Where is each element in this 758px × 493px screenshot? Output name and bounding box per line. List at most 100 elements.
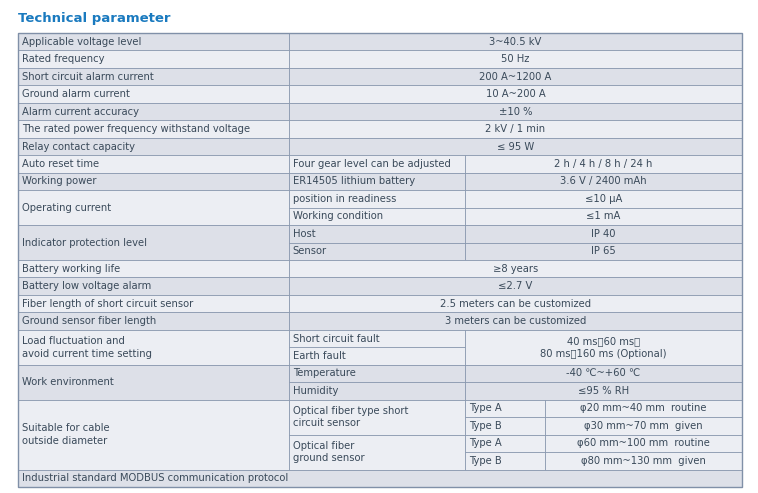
Bar (465, 417, 545, 435)
Text: IP 65: IP 65 (591, 246, 615, 256)
Text: ER14505 lithium battery: ER14505 lithium battery (293, 176, 415, 186)
Bar (18, 120, 289, 138)
Bar (18, 173, 289, 190)
Text: Auto reset time: Auto reset time (22, 159, 99, 169)
Text: The rated power frequency withstand voltage: The rated power frequency withstand volt… (22, 124, 250, 134)
Bar (465, 208, 742, 225)
Text: 50 Hz: 50 Hz (501, 54, 530, 64)
Bar (465, 382, 742, 400)
Text: IP 40: IP 40 (591, 229, 615, 239)
Bar (465, 225, 742, 243)
Text: -40 ℃~+60 ℃: -40 ℃~+60 ℃ (566, 368, 641, 379)
Bar (18, 190, 289, 225)
Bar (465, 330, 742, 365)
Text: Technical parameter: Technical parameter (18, 12, 171, 25)
Text: ±10 %: ±10 % (499, 106, 532, 116)
Text: Applicable voltage level: Applicable voltage level (22, 37, 142, 47)
Text: Working condition: Working condition (293, 211, 383, 221)
Bar (465, 173, 742, 190)
Text: Battery working life: Battery working life (22, 264, 121, 274)
Text: Working power: Working power (22, 176, 96, 186)
Bar (18, 155, 289, 173)
Text: Ground alarm current: Ground alarm current (22, 89, 130, 99)
Bar (289, 208, 465, 225)
Bar (289, 138, 742, 155)
Bar (545, 452, 742, 469)
Bar (289, 347, 465, 365)
Text: Humidity: Humidity (293, 386, 338, 396)
Text: Fiber length of short circuit sensor: Fiber length of short circuit sensor (22, 299, 193, 309)
Text: Rated frequency: Rated frequency (22, 54, 105, 64)
Bar (289, 190, 465, 208)
Bar (465, 243, 742, 260)
Bar (289, 260, 742, 278)
Bar (465, 365, 742, 382)
Text: position in readiness: position in readiness (293, 194, 396, 204)
Text: Optical fiber
ground sensor: Optical fiber ground sensor (293, 441, 365, 463)
Text: Type A: Type A (468, 403, 502, 414)
Bar (18, 330, 289, 365)
Bar (545, 435, 742, 452)
Text: Operating current: Operating current (22, 203, 111, 212)
Bar (465, 400, 545, 417)
Bar (18, 278, 289, 295)
Bar (545, 417, 742, 435)
Text: Relay contact capacity: Relay contact capacity (22, 141, 135, 151)
Bar (545, 400, 742, 417)
Bar (18, 85, 289, 103)
Bar (289, 365, 465, 382)
Bar (18, 68, 289, 85)
Bar (289, 313, 742, 330)
Text: Sensor: Sensor (293, 246, 327, 256)
Bar (289, 85, 742, 103)
Bar (465, 190, 742, 208)
Text: 10 A~200 A: 10 A~200 A (486, 89, 545, 99)
Text: Alarm current accuracy: Alarm current accuracy (22, 106, 139, 116)
Text: φ80 mm~130 mm  given: φ80 mm~130 mm given (581, 456, 706, 466)
Text: Temperature: Temperature (293, 368, 356, 379)
Text: 3 meters can be customized: 3 meters can be customized (445, 316, 586, 326)
Bar (289, 50, 742, 68)
Text: Ground sensor fiber length: Ground sensor fiber length (22, 316, 156, 326)
Bar (18, 33, 289, 50)
Bar (465, 435, 545, 452)
Text: Work environment: Work environment (22, 377, 114, 387)
Text: ≤ 95 W: ≤ 95 W (496, 141, 534, 151)
Text: Indicator protection level: Indicator protection level (22, 238, 147, 247)
Bar (289, 400, 465, 435)
Bar (289, 33, 742, 50)
Text: Type A: Type A (468, 438, 502, 448)
Bar (289, 68, 742, 85)
Bar (18, 313, 289, 330)
Bar (465, 155, 742, 173)
Bar (289, 382, 465, 400)
Text: φ20 mm~40 mm  routine: φ20 mm~40 mm routine (581, 403, 706, 414)
Bar (289, 103, 742, 120)
Text: φ30 mm~70 mm  given: φ30 mm~70 mm given (584, 421, 703, 431)
Bar (289, 330, 465, 347)
Bar (18, 469, 742, 487)
Text: Industrial standard MODBUS communication protocol: Industrial standard MODBUS communication… (22, 473, 288, 483)
Bar (18, 295, 289, 313)
Text: 200 A~1200 A: 200 A~1200 A (479, 71, 552, 82)
Bar (18, 400, 289, 469)
Text: Type B: Type B (468, 456, 502, 466)
Bar (18, 365, 289, 400)
Text: 3.6 V / 2400 mAh: 3.6 V / 2400 mAh (560, 176, 647, 186)
Text: 3~40.5 kV: 3~40.5 kV (489, 37, 541, 47)
Bar (289, 295, 742, 313)
Text: Suitable for cable
outside diameter: Suitable for cable outside diameter (22, 423, 110, 446)
Text: ≤10 μA: ≤10 μA (584, 194, 622, 204)
Text: Type B: Type B (468, 421, 502, 431)
Text: ≤2.7 V: ≤2.7 V (498, 281, 533, 291)
Bar (289, 173, 465, 190)
Text: ≥8 years: ≥8 years (493, 264, 538, 274)
Text: ≤1 mA: ≤1 mA (586, 211, 621, 221)
Text: ≤95 % RH: ≤95 % RH (578, 386, 629, 396)
Text: 2 kV / 1 min: 2 kV / 1 min (485, 124, 546, 134)
Bar (18, 225, 289, 260)
Text: φ60 mm~100 mm  routine: φ60 mm~100 mm routine (577, 438, 710, 448)
Bar (289, 435, 465, 469)
Bar (465, 452, 545, 469)
Bar (18, 138, 289, 155)
